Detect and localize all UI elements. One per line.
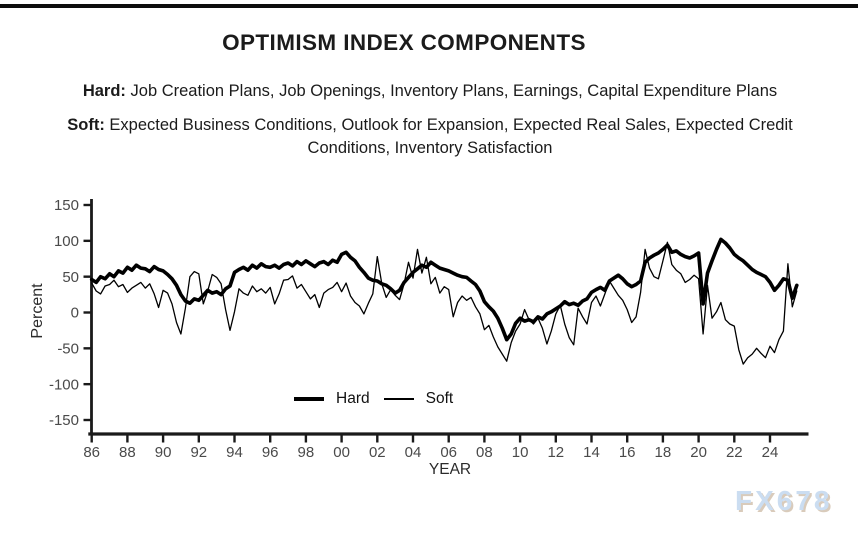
svg-text:00: 00 bbox=[333, 444, 350, 461]
svg-text:14: 14 bbox=[583, 444, 600, 461]
soft-label: Soft: bbox=[67, 116, 105, 134]
watermark: FX678 bbox=[735, 485, 833, 516]
svg-text:02: 02 bbox=[369, 444, 386, 461]
svg-text:20: 20 bbox=[690, 444, 707, 461]
hard-line-swatch bbox=[294, 396, 324, 402]
svg-text:-150: -150 bbox=[49, 412, 79, 429]
svg-text:88: 88 bbox=[119, 444, 136, 461]
svg-text:-50: -50 bbox=[57, 341, 79, 358]
hard-components-description: Hard: Job Creation Plans, Job Openings, … bbox=[0, 80, 860, 103]
svg-text:-100: -100 bbox=[49, 376, 79, 393]
svg-text:10: 10 bbox=[512, 444, 529, 461]
svg-text:22: 22 bbox=[726, 444, 743, 461]
svg-text:12: 12 bbox=[547, 444, 564, 461]
svg-text:08: 08 bbox=[476, 444, 493, 461]
svg-text:94: 94 bbox=[226, 444, 243, 461]
svg-text:06: 06 bbox=[440, 444, 457, 461]
soft-components-description: Soft: Expected Business Conditions, Outl… bbox=[0, 114, 860, 160]
svg-text:86: 86 bbox=[83, 444, 100, 461]
svg-text:98: 98 bbox=[298, 444, 315, 461]
soft-list: Expected Business Conditions, Outlook fo… bbox=[104, 116, 793, 157]
hard-list: Job Creation Plans, Job Openings, Invent… bbox=[125, 82, 778, 100]
svg-text:50: 50 bbox=[62, 269, 79, 286]
page-title: OPTIMISM INDEX COMPONENTS bbox=[222, 30, 586, 55]
svg-text:96: 96 bbox=[262, 444, 279, 461]
svg-text:0: 0 bbox=[71, 305, 79, 322]
legend-label-soft: Soft bbox=[425, 390, 454, 407]
x-axis-label: YEAR bbox=[428, 461, 472, 478]
svg-text:150: 150 bbox=[54, 197, 79, 214]
soft-line-swatch bbox=[383, 398, 414, 400]
svg-text:18: 18 bbox=[655, 444, 672, 461]
hard-label: Hard: bbox=[82, 82, 126, 100]
svg-text:90: 90 bbox=[155, 444, 172, 461]
svg-text:04: 04 bbox=[405, 444, 422, 461]
chart-legend: Hard Soft bbox=[294, 390, 453, 408]
top-border-line bbox=[0, 4, 858, 8]
svg-text:16: 16 bbox=[619, 444, 636, 461]
svg-text:24: 24 bbox=[762, 444, 779, 461]
svg-text:92: 92 bbox=[190, 444, 207, 461]
svg-text:100: 100 bbox=[54, 233, 79, 250]
legend-label-hard: Hard bbox=[336, 390, 370, 407]
y-axis-label: Percent bbox=[29, 283, 46, 339]
